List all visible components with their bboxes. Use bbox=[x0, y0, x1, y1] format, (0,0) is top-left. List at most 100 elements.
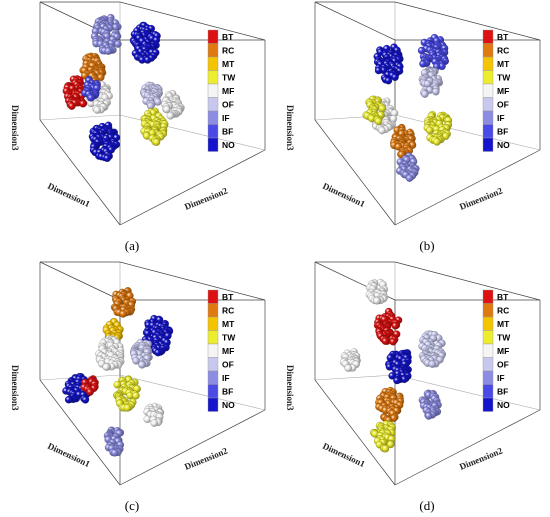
cluster-tw bbox=[423, 110, 453, 146]
legend-label: NO bbox=[222, 140, 235, 150]
legend-swatch bbox=[482, 110, 494, 125]
panel-3: BT RC MT TW MF OF IF BF NO Dimension3 Dimension1 Di… bbox=[10, 261, 266, 486]
cluster-of bbox=[130, 338, 153, 369]
y-axis-label: Dimension2 bbox=[458, 185, 504, 212]
cluster-bf bbox=[81, 75, 101, 102]
cluster-if bbox=[90, 13, 122, 55]
cluster-mf bbox=[143, 402, 165, 427]
box-edge bbox=[314, 1, 396, 41]
box-edge bbox=[39, 114, 121, 121]
data-point bbox=[393, 376, 401, 385]
legend-label: BF bbox=[497, 126, 508, 136]
data-point bbox=[114, 40, 122, 48]
cluster-no bbox=[62, 373, 92, 404]
legend-swatch bbox=[482, 343, 494, 358]
legend-label: TW bbox=[222, 332, 236, 342]
cluster-mf bbox=[161, 89, 185, 120]
y-axis-label: Dimension2 bbox=[183, 185, 229, 212]
data-point bbox=[432, 87, 440, 96]
legend-swatch bbox=[482, 83, 494, 98]
legend-swatch bbox=[207, 330, 219, 345]
data-point bbox=[119, 310, 127, 318]
legend-label: BT bbox=[222, 292, 234, 302]
box-edge bbox=[39, 119, 121, 226]
legend-label: NO bbox=[222, 400, 235, 410]
cluster-of bbox=[140, 81, 163, 110]
cluster-if bbox=[103, 426, 125, 457]
legend-swatch bbox=[207, 370, 219, 385]
data-point bbox=[103, 154, 111, 162]
legend-label: OF bbox=[222, 359, 234, 369]
legend-swatch bbox=[482, 124, 494, 139]
data-point bbox=[113, 380, 122, 389]
legend-label: OF bbox=[497, 359, 509, 369]
legend-swatch bbox=[482, 397, 494, 412]
legend-swatch bbox=[207, 384, 219, 399]
legend-swatch bbox=[207, 303, 219, 318]
legend-label: TW bbox=[497, 332, 511, 342]
data-point bbox=[344, 364, 352, 372]
data-point bbox=[384, 76, 393, 85]
data-point bbox=[405, 174, 414, 182]
legend-swatch bbox=[482, 330, 494, 345]
legend-swatch bbox=[207, 70, 219, 85]
box-edge bbox=[119, 261, 266, 301]
cluster-mf bbox=[95, 335, 125, 371]
legend-swatch bbox=[207, 316, 219, 331]
panel-label: (d) bbox=[419, 498, 434, 513]
legend-swatch bbox=[207, 137, 219, 152]
panel-label: (b) bbox=[419, 238, 434, 253]
legend-label: RC bbox=[497, 305, 509, 315]
data-point bbox=[86, 388, 94, 396]
box-edge bbox=[119, 374, 266, 411]
data-point bbox=[162, 105, 171, 114]
data-point bbox=[102, 363, 111, 371]
box-edge bbox=[394, 149, 541, 226]
data-point bbox=[424, 412, 433, 420]
cluster-tw bbox=[140, 107, 169, 146]
legend-swatch bbox=[207, 124, 219, 139]
data-point bbox=[132, 391, 140, 400]
legend: BT RC MT TW MF OF IF BF NO bbox=[207, 289, 236, 412]
data-point bbox=[419, 60, 427, 68]
data-point bbox=[433, 138, 441, 146]
legend-label: NO bbox=[497, 140, 510, 150]
panel-4: BT RC MT TW MF OF IF BF NO Dimension3 Dimension1 Di… bbox=[285, 261, 541, 486]
z-axis-label: Dimension3 bbox=[285, 105, 295, 151]
legend-label: IF bbox=[497, 113, 505, 123]
data-point bbox=[166, 112, 175, 120]
legend-swatch bbox=[482, 29, 494, 44]
legend-label: MT bbox=[222, 319, 235, 329]
legend-label: BF bbox=[222, 126, 233, 136]
legend-swatch bbox=[207, 97, 219, 112]
legend-label: BT bbox=[497, 32, 509, 42]
data-point bbox=[138, 361, 146, 369]
cluster-no bbox=[141, 314, 174, 357]
box-edge bbox=[39, 261, 121, 301]
data-point bbox=[87, 94, 95, 102]
legend-swatch bbox=[482, 43, 494, 58]
data-point bbox=[425, 126, 434, 135]
cluster-tw bbox=[362, 95, 387, 126]
legend-label: TW bbox=[222, 72, 236, 82]
data-point bbox=[150, 419, 159, 427]
data-point bbox=[93, 106, 101, 114]
cluster-mf bbox=[365, 278, 389, 305]
panel-label: (a) bbox=[125, 238, 139, 253]
cluster-of bbox=[418, 66, 444, 98]
data-point bbox=[378, 104, 387, 113]
panel-1: BT RC MT TW MF OF IF BF NO Dimension3 Dimension1 Di… bbox=[10, 1, 266, 226]
data-point bbox=[123, 404, 132, 412]
y-axis-label: Dimension2 bbox=[183, 445, 229, 472]
x-axis-label: Dimension1 bbox=[321, 441, 367, 470]
data-point bbox=[389, 337, 397, 346]
box-edge bbox=[314, 119, 396, 226]
legend-label: MF bbox=[497, 86, 509, 96]
legend-swatch bbox=[482, 316, 494, 331]
legend-label: BT bbox=[222, 32, 234, 42]
legend-swatch bbox=[207, 83, 219, 98]
x-axis-label: Dimension1 bbox=[46, 441, 92, 470]
legend-label: MT bbox=[497, 59, 510, 69]
data-point bbox=[391, 73, 399, 81]
